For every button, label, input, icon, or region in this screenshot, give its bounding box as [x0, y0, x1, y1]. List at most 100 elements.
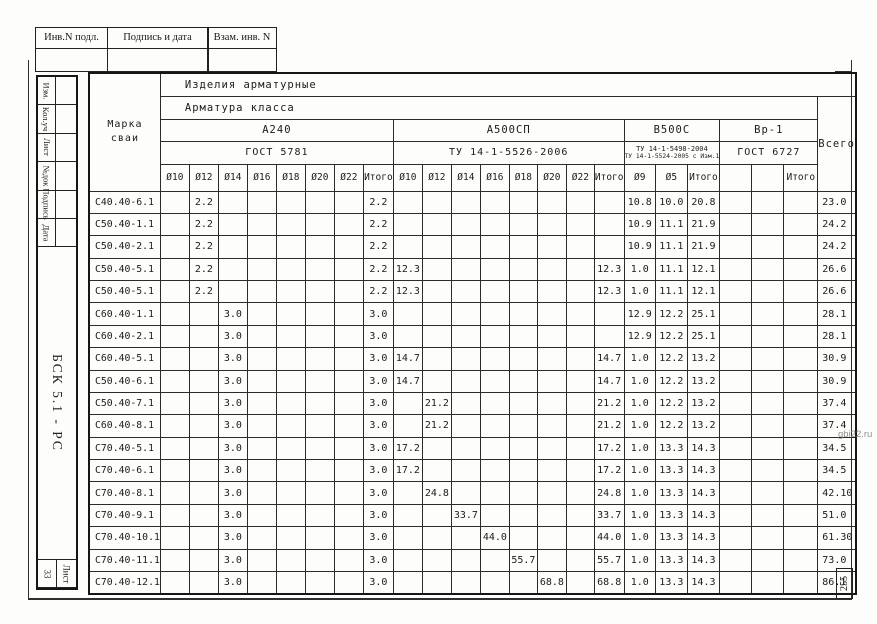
cell-b500: 1.0: [623, 414, 657, 438]
cell-a500: [392, 570, 423, 595]
cell-a240: [188, 391, 219, 416]
cell-a240: [304, 458, 335, 483]
table-row: С70.40-12.1 3.0 3.0 68.8 68.8 1.0 13.3 14.3 86.1: [88, 570, 857, 595]
cell-a240: [217, 279, 248, 304]
cell-a500: [392, 414, 423, 438]
cell-b500-itogo: 13.2: [686, 391, 721, 416]
cell-a240: [188, 481, 219, 505]
cell-a500: [508, 481, 538, 505]
cell-vr1-itogo: [783, 212, 819, 237]
cell-a240: [333, 212, 364, 237]
header-total: Всего: [817, 95, 857, 192]
cell-vsego: 28.1: [817, 324, 857, 349]
cell-a500: [421, 324, 452, 349]
cell-a240: [159, 526, 190, 550]
cell-vsego: 24.2: [817, 235, 857, 259]
cell-a500: [450, 190, 481, 214]
group-name: Вр-1: [719, 118, 819, 142]
table-row: С60.40-1.1 3.0 3.0 12.9 12.2 25.1 28.1: [88, 302, 857, 326]
cell-a500: [421, 369, 452, 393]
cell-a500: [450, 235, 481, 259]
cell-a240-itogo: 3.0: [362, 324, 394, 349]
cell-a240: [304, 503, 335, 528]
cell-marka: С40.40-6.1: [88, 190, 161, 214]
cell-vsego: 37.4: [817, 391, 857, 416]
group-name: А240: [159, 118, 394, 142]
cell-a240: [304, 481, 335, 505]
cell-b500: 13.3: [655, 503, 688, 528]
revision-label-cell: Дата: [38, 218, 56, 247]
cell-a500: [421, 347, 452, 371]
cell-vr1: [751, 414, 785, 438]
rebar-specification-table: Марка сваи Изделия арматурные Арматура кла…: [88, 72, 857, 595]
cell-vsego: 23.0: [817, 190, 857, 214]
cell-b500-itogo: 13.2: [686, 347, 721, 371]
cell-vr1-itogo: [783, 257, 819, 282]
cell-a240: [333, 302, 364, 326]
cell-vr1: [751, 302, 785, 326]
cell-a500: [479, 436, 510, 461]
cell-a240: 3.0: [217, 302, 248, 326]
revision-label-cell: Изм.: [38, 77, 56, 105]
cell-vsego: 37.4: [817, 414, 857, 438]
diameter-header: [719, 163, 753, 192]
cell-b500-itogo: 14.3: [686, 503, 721, 528]
cell-a240-itogo: 3.0: [362, 503, 394, 528]
cell-a240: [246, 347, 277, 371]
cell-a240: [159, 570, 190, 595]
cell-a240: [246, 279, 277, 304]
cell-a500-itogo: [593, 324, 625, 349]
group-name: А500СП: [392, 118, 625, 142]
cell-a500-itogo: 21.2: [593, 391, 625, 416]
cell-a500: [421, 302, 452, 326]
cell-a240: [217, 190, 248, 214]
cell-a240: 3.0: [217, 481, 248, 505]
cell-a240: [246, 369, 277, 393]
cell-a240: [188, 414, 219, 438]
cell-a240-itogo: 3.0: [362, 347, 394, 371]
cell-marka: С70.40-11.1: [88, 548, 161, 572]
diameter-header: Ø20: [304, 163, 335, 192]
cell-a240: [275, 369, 306, 393]
cell-a500: [536, 458, 567, 483]
cell-a240: 3.0: [217, 324, 248, 349]
table-row: С60.40-5.1 3.0 3.0 14.7 14.7 1.0 12.2 13.2 30.9: [88, 347, 857, 371]
cell-vr1: [719, 279, 753, 304]
table-row: С60.40-8.1 3.0 3.0 21.2 21.2 1.0 12.2 13.2 37.4: [88, 414, 857, 438]
cell-a240: 3.0: [217, 458, 248, 483]
cell-marka: С60.40-8.1: [88, 414, 161, 438]
cell-b500: 12.2: [655, 302, 688, 326]
cell-a240: [246, 526, 277, 550]
cell-b500: 12.9: [623, 302, 657, 326]
cell-a500-itogo: 55.7: [593, 548, 625, 572]
cell-b500: 11.1: [655, 235, 688, 259]
cell-a500: [536, 324, 567, 349]
cell-a500: [508, 526, 538, 550]
cell-a240: [159, 391, 190, 416]
cell-vsego: 26.6: [817, 257, 857, 282]
cell-a500-itogo: 33.7: [593, 503, 625, 528]
cell-b500: 1.0: [623, 347, 657, 371]
cell-vr1-itogo: [783, 526, 819, 550]
cell-a240-itogo: 3.0: [362, 414, 394, 438]
cell-a500-itogo: 68.8: [593, 570, 625, 595]
cell-a240: 3.0: [217, 548, 248, 572]
cell-b500: 1.0: [623, 369, 657, 393]
cell-a500: [479, 570, 510, 595]
cell-vr1: [719, 235, 753, 259]
table-row: С50.40-5.1 2.2 2.2 12.3 12.3 1.0 11.1 12.1 26.6: [88, 279, 857, 304]
cell-a240: [159, 369, 190, 393]
cell-a240: 3.0: [217, 526, 248, 550]
cell-marka: С50.40-1.1: [88, 212, 161, 237]
cell-a240-itogo: 3.0: [362, 302, 394, 326]
cell-a240: [333, 570, 364, 595]
cell-b500: 1.0: [623, 391, 657, 416]
cell-a500: 12.3: [392, 279, 423, 304]
cell-a500: [392, 190, 423, 214]
cell-a240: [159, 414, 190, 438]
table-row: С50.40-7.1 3.0 3.0 21.2 21.2 1.0 12.2 13.2 37.4: [88, 391, 857, 416]
cell-b500: 13.3: [655, 458, 688, 483]
cell-a240: [188, 347, 219, 371]
cell-a500: 55.7: [508, 548, 538, 572]
cell-marka: С60.40-5.1: [88, 347, 161, 371]
